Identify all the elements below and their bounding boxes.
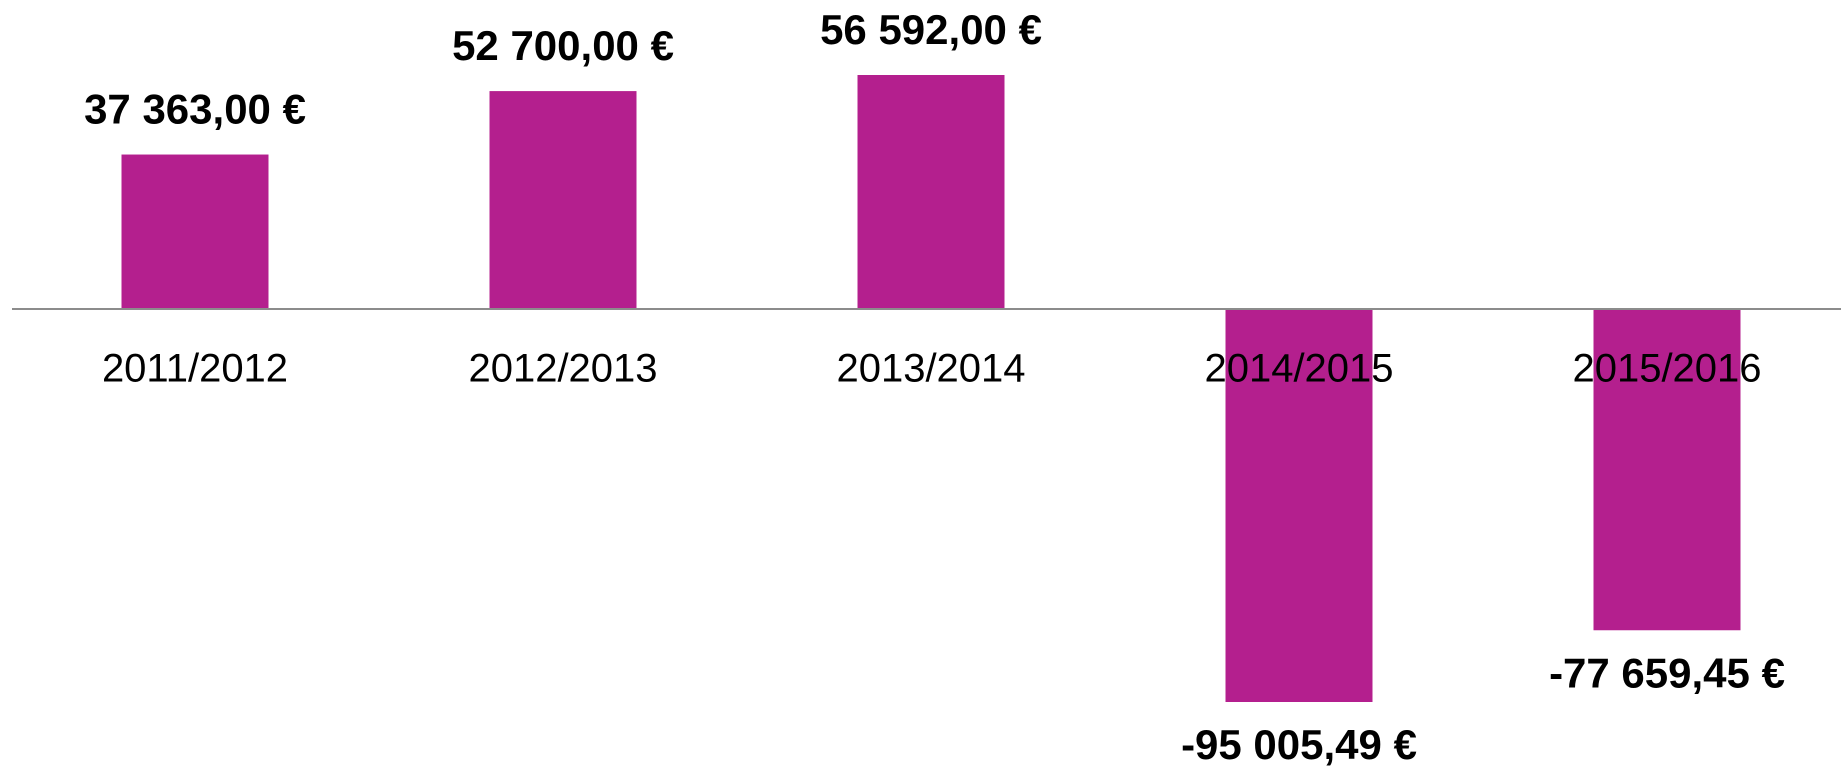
- bar: [1225, 309, 1373, 702]
- bar: [857, 75, 1005, 310]
- x-tick-label: 2015/2016: [1572, 347, 1761, 391]
- bar: [489, 91, 637, 310]
- data-label: 37 363,00 €: [84, 86, 306, 133]
- x-tick-label: 2012/2013: [468, 347, 657, 391]
- data-label: 52 700,00 €: [452, 22, 674, 69]
- x-tick-label: 2014/2015: [1204, 347, 1393, 391]
- data-label: -77 659,45 €: [1549, 649, 1785, 696]
- bar: [1593, 309, 1741, 631]
- x-tick-label: 2013/2014: [836, 347, 1025, 391]
- data-label: 56 592,00 €: [820, 6, 1042, 53]
- data-label: -95 005,49 €: [1181, 721, 1417, 768]
- x-tick-label: 2011/2012: [102, 347, 288, 391]
- bar: [121, 154, 269, 310]
